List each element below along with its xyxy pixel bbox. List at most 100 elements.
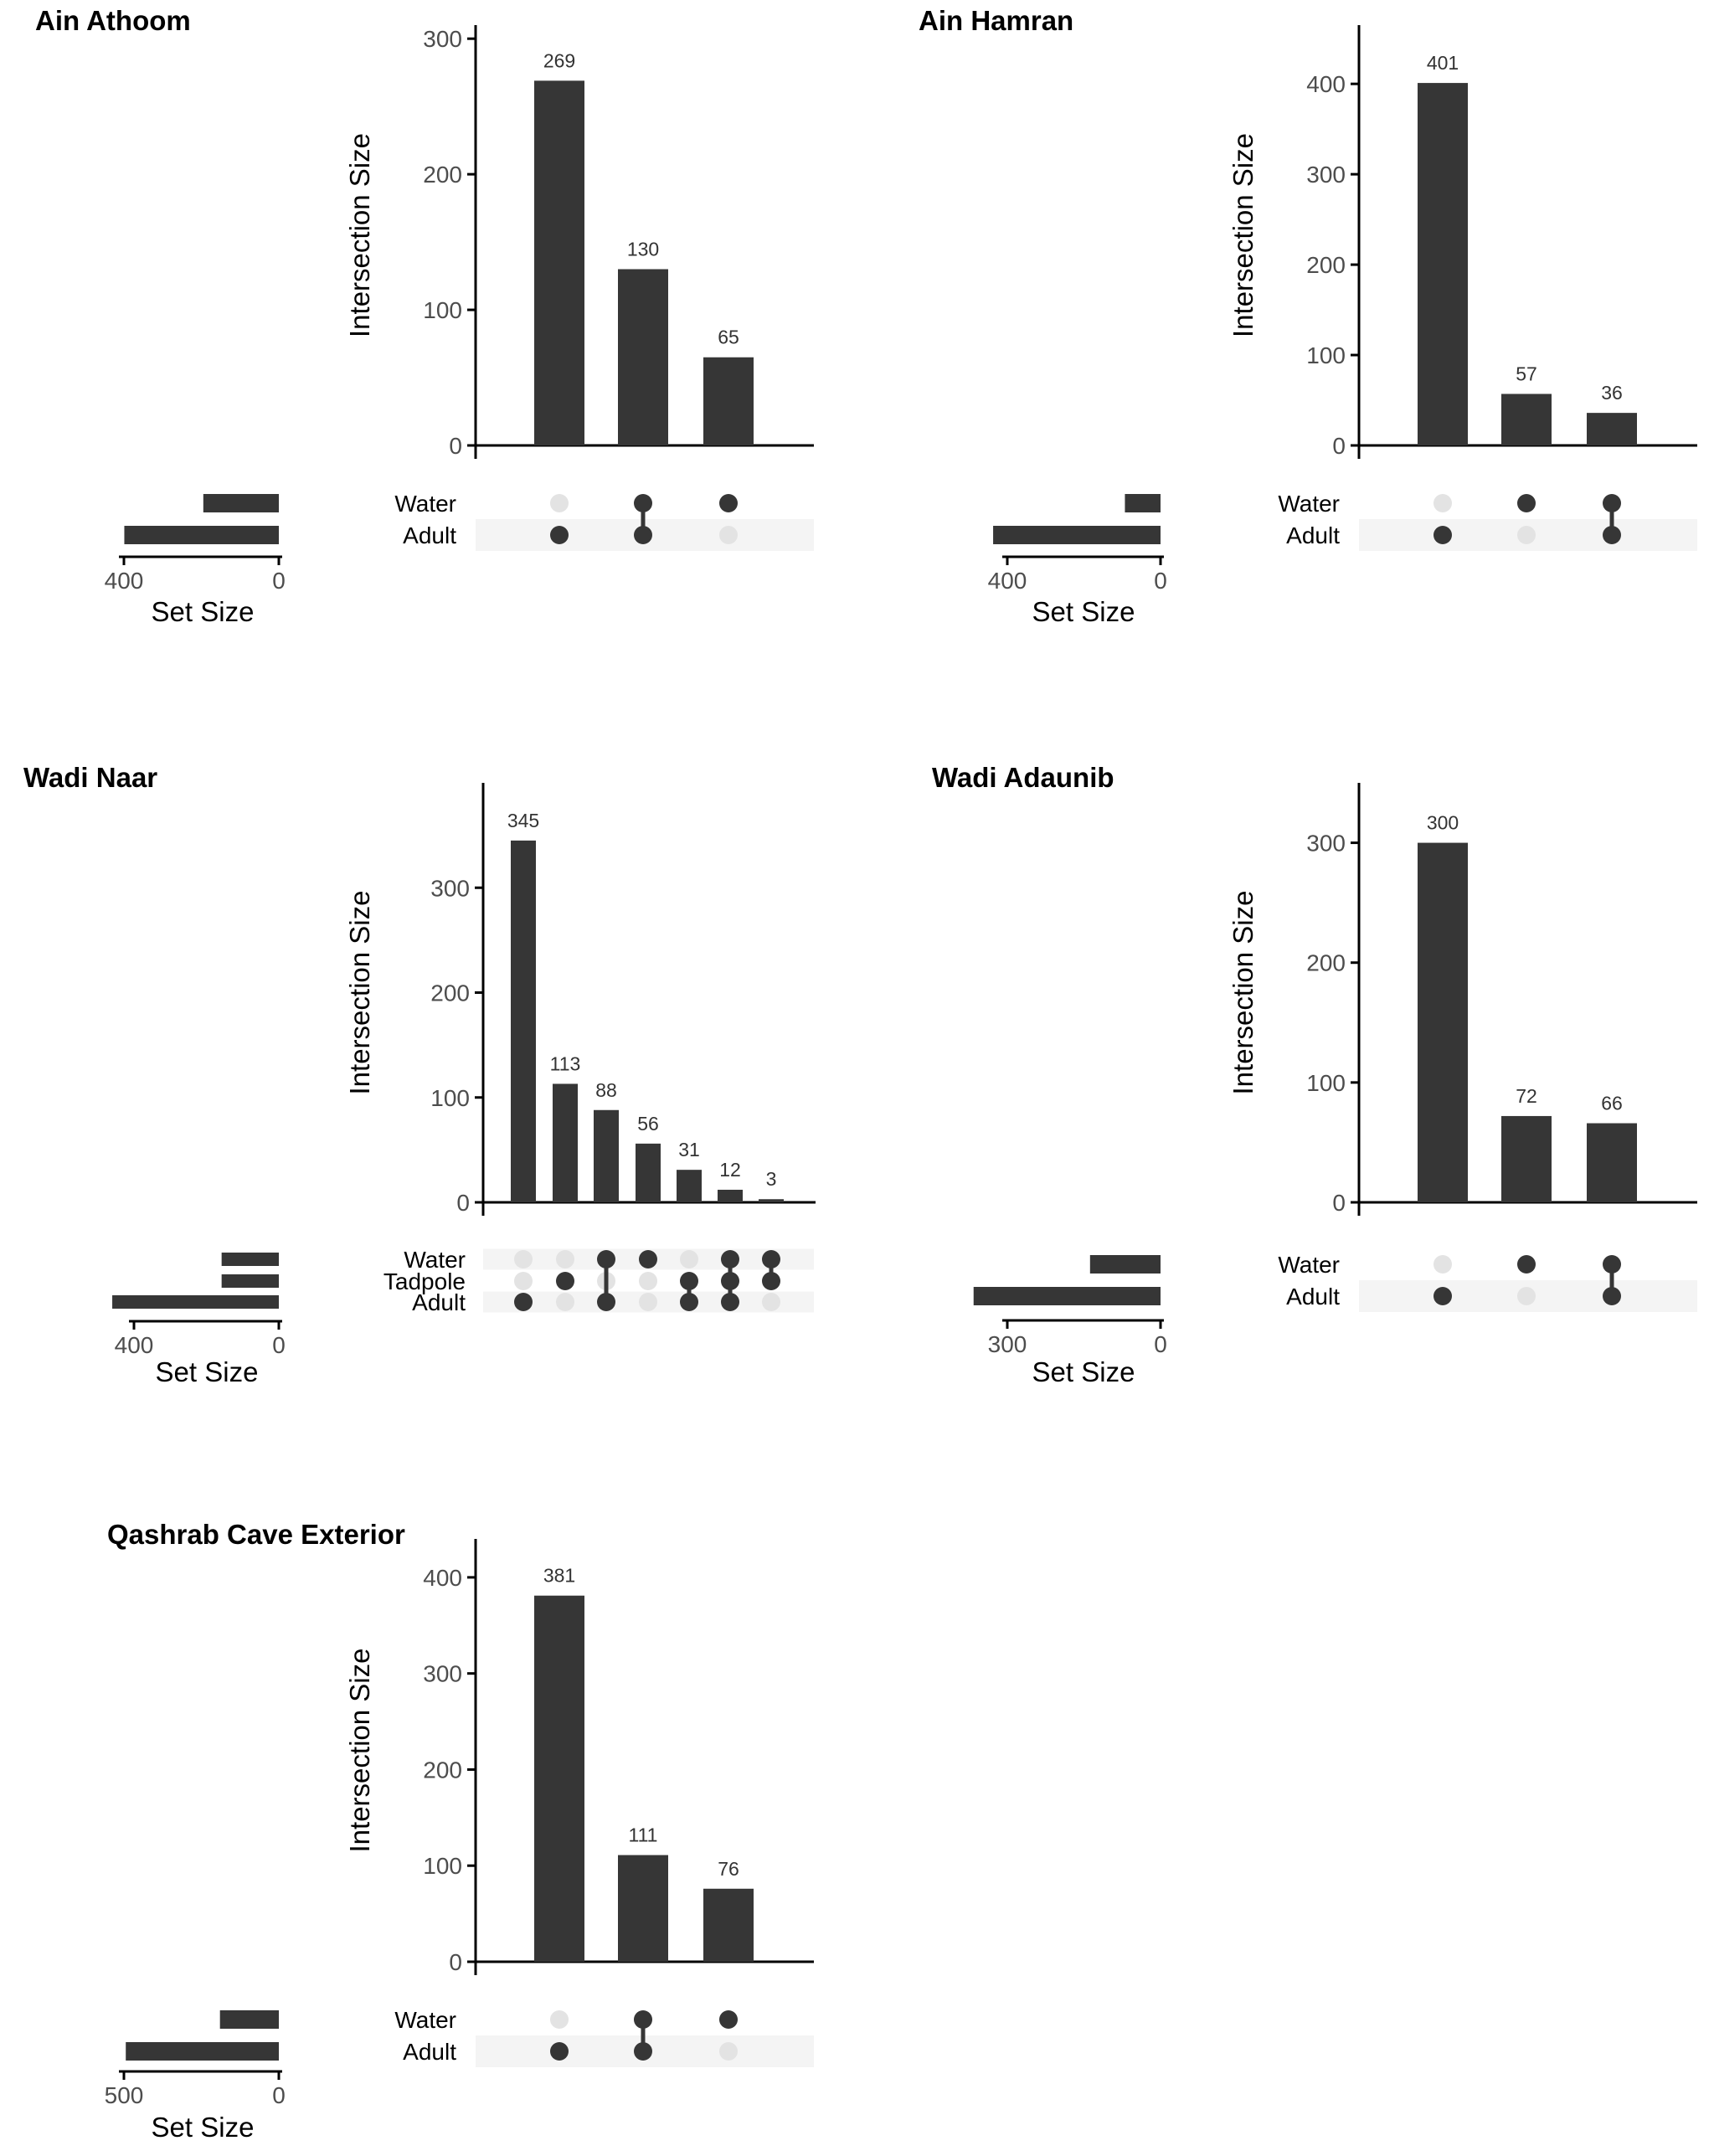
membership-dot-inactive bbox=[719, 2042, 738, 2061]
y-axis-label: Intersection Size bbox=[344, 891, 375, 1095]
intersection-bar-label: 300 bbox=[1427, 812, 1459, 834]
y-axis-label: Intersection Size bbox=[344, 1649, 375, 1853]
membership-dot-active bbox=[1433, 526, 1452, 544]
y-tick-label: 300 bbox=[423, 26, 462, 52]
intersection-bar-label: 12 bbox=[719, 1159, 741, 1181]
y-tick-label: 300 bbox=[430, 875, 470, 901]
intersection-bar-label: 381 bbox=[543, 1565, 575, 1587]
intersection-bar bbox=[1418, 83, 1468, 446]
y-tick-label: 0 bbox=[1332, 1190, 1346, 1216]
set-size-axis-label: Set Size bbox=[152, 596, 255, 627]
set-size-axis-label: Set Size bbox=[152, 2112, 255, 2143]
set-label: Water bbox=[394, 491, 456, 517]
membership-dot-active bbox=[639, 1250, 657, 1268]
intersection-bar-label: 76 bbox=[718, 1858, 739, 1880]
set-size-bar bbox=[973, 1287, 1161, 1305]
y-tick-label: 0 bbox=[1332, 433, 1346, 459]
membership-dot-inactive bbox=[639, 1272, 657, 1290]
upset-panel-1: Ain Hamran 0 100 200 300 400 Intersection Size… bbox=[919, 5, 1697, 627]
membership-dot-active bbox=[1517, 494, 1536, 512]
y-tick-label: 100 bbox=[423, 297, 462, 323]
set-size-tick-label: 500 bbox=[105, 2082, 144, 2108]
intersection-bar-label: 345 bbox=[507, 810, 539, 831]
y-axis-label: Intersection Size bbox=[1228, 133, 1258, 337]
membership-dot-active bbox=[719, 494, 738, 512]
y-axis-label: Intersection Size bbox=[1228, 891, 1258, 1095]
upset-panel-0: Ain Athoom 0 100 200 300 Intersection Size 269… bbox=[35, 5, 814, 627]
membership-dot-active bbox=[550, 526, 569, 544]
y-tick-label: 0 bbox=[456, 1190, 470, 1216]
set-label: Adult bbox=[1286, 522, 1340, 548]
set-size-axis-label: Set Size bbox=[1032, 596, 1135, 627]
set-size-tick-label: 400 bbox=[988, 568, 1027, 594]
membership-dot-inactive bbox=[514, 1272, 533, 1290]
intersection-bar bbox=[1587, 1123, 1637, 1202]
panel-title: Ain Athoom bbox=[35, 5, 191, 36]
membership-dot-inactive bbox=[1517, 1287, 1536, 1305]
set-size-axis-label: Set Size bbox=[156, 1356, 259, 1387]
membership-dot-active bbox=[719, 2010, 738, 2029]
intersection-bar-label: 111 bbox=[629, 1824, 658, 1846]
y-tick-label: 0 bbox=[449, 433, 462, 459]
intersection-bar bbox=[1501, 1115, 1552, 1202]
intersection-bar-label: 130 bbox=[627, 238, 659, 260]
set-size-tick-label: 0 bbox=[272, 1332, 286, 1358]
membership-dot-inactive bbox=[550, 494, 569, 512]
set-size-tick-label: 300 bbox=[988, 1331, 1027, 1357]
membership-dot-inactive bbox=[1433, 494, 1452, 512]
intersection-bar-label: 36 bbox=[1601, 382, 1623, 404]
y-tick-label: 100 bbox=[430, 1085, 470, 1111]
y-tick-label: 400 bbox=[423, 1565, 462, 1591]
upset-panel-4: Qashrab Cave Exterior 0 100 200 300 400 Inters… bbox=[105, 1519, 814, 2143]
intersection-bar-label: 65 bbox=[718, 327, 739, 348]
intersection-bar bbox=[534, 80, 584, 445]
upset-panel-2: Wadi Naar 0 100 200 300 Intersection Size 345 1… bbox=[23, 762, 816, 1387]
y-tick-label: 200 bbox=[430, 980, 470, 1006]
set-size-tick-label: 0 bbox=[272, 2082, 286, 2108]
set-size-bar bbox=[1125, 494, 1161, 512]
upset-panel-3: Wadi Adaunib 0 100 200 300 Intersection Size 3… bbox=[932, 762, 1697, 1387]
set-size-bar bbox=[221, 1253, 279, 1266]
membership-dot-inactive bbox=[514, 1250, 533, 1268]
set-label: Water bbox=[1278, 1252, 1340, 1278]
set-label: Water bbox=[394, 2007, 456, 2033]
y-tick-label: 200 bbox=[423, 1757, 462, 1783]
intersection-bar-label: 57 bbox=[1516, 363, 1537, 384]
set-label: Adult bbox=[412, 1289, 466, 1315]
intersection-bar bbox=[511, 840, 536, 1202]
set-size-tick-label: 400 bbox=[105, 568, 144, 594]
set-size-tick-label: 0 bbox=[1154, 1331, 1167, 1357]
intersection-bar bbox=[718, 1189, 743, 1202]
panel-title: Qashrab Cave Exterior bbox=[107, 1519, 405, 1550]
set-size-bar bbox=[126, 2042, 279, 2061]
intersection-bar bbox=[759, 1199, 784, 1202]
y-tick-label: 300 bbox=[423, 1661, 462, 1687]
intersection-bar-label: 269 bbox=[543, 49, 575, 71]
intersection-bar bbox=[594, 1109, 619, 1202]
set-size-axis-label: Set Size bbox=[1032, 1356, 1135, 1387]
membership-dot-inactive bbox=[762, 1293, 780, 1311]
membership-dot-active bbox=[556, 1272, 574, 1290]
membership-dot-inactive bbox=[719, 526, 738, 544]
membership-dot-active bbox=[1517, 1255, 1536, 1274]
set-size-tick-label: 0 bbox=[272, 568, 286, 594]
set-size-bar bbox=[993, 526, 1161, 544]
set-size-bar bbox=[221, 1274, 279, 1288]
intersection-bar bbox=[618, 1855, 668, 1962]
set-label: Adult bbox=[1286, 1284, 1340, 1310]
membership-dot-inactive bbox=[556, 1293, 574, 1311]
intersection-bar-label: 3 bbox=[766, 1168, 777, 1190]
intersection-bar bbox=[618, 269, 668, 445]
y-tick-label: 100 bbox=[423, 1853, 462, 1879]
set-size-bar bbox=[124, 526, 279, 544]
set-size-bar bbox=[112, 1295, 279, 1309]
y-tick-label: 200 bbox=[1306, 252, 1346, 278]
y-tick-label: 300 bbox=[1306, 831, 1346, 857]
membership-dot-inactive bbox=[1433, 1255, 1452, 1274]
membership-dot-active bbox=[1433, 1287, 1452, 1305]
intersection-bar-label: 66 bbox=[1601, 1093, 1623, 1114]
y-tick-label: 100 bbox=[1306, 1070, 1346, 1096]
intersection-bar-label: 31 bbox=[678, 1139, 700, 1160]
y-tick-label: 0 bbox=[449, 1949, 462, 1975]
